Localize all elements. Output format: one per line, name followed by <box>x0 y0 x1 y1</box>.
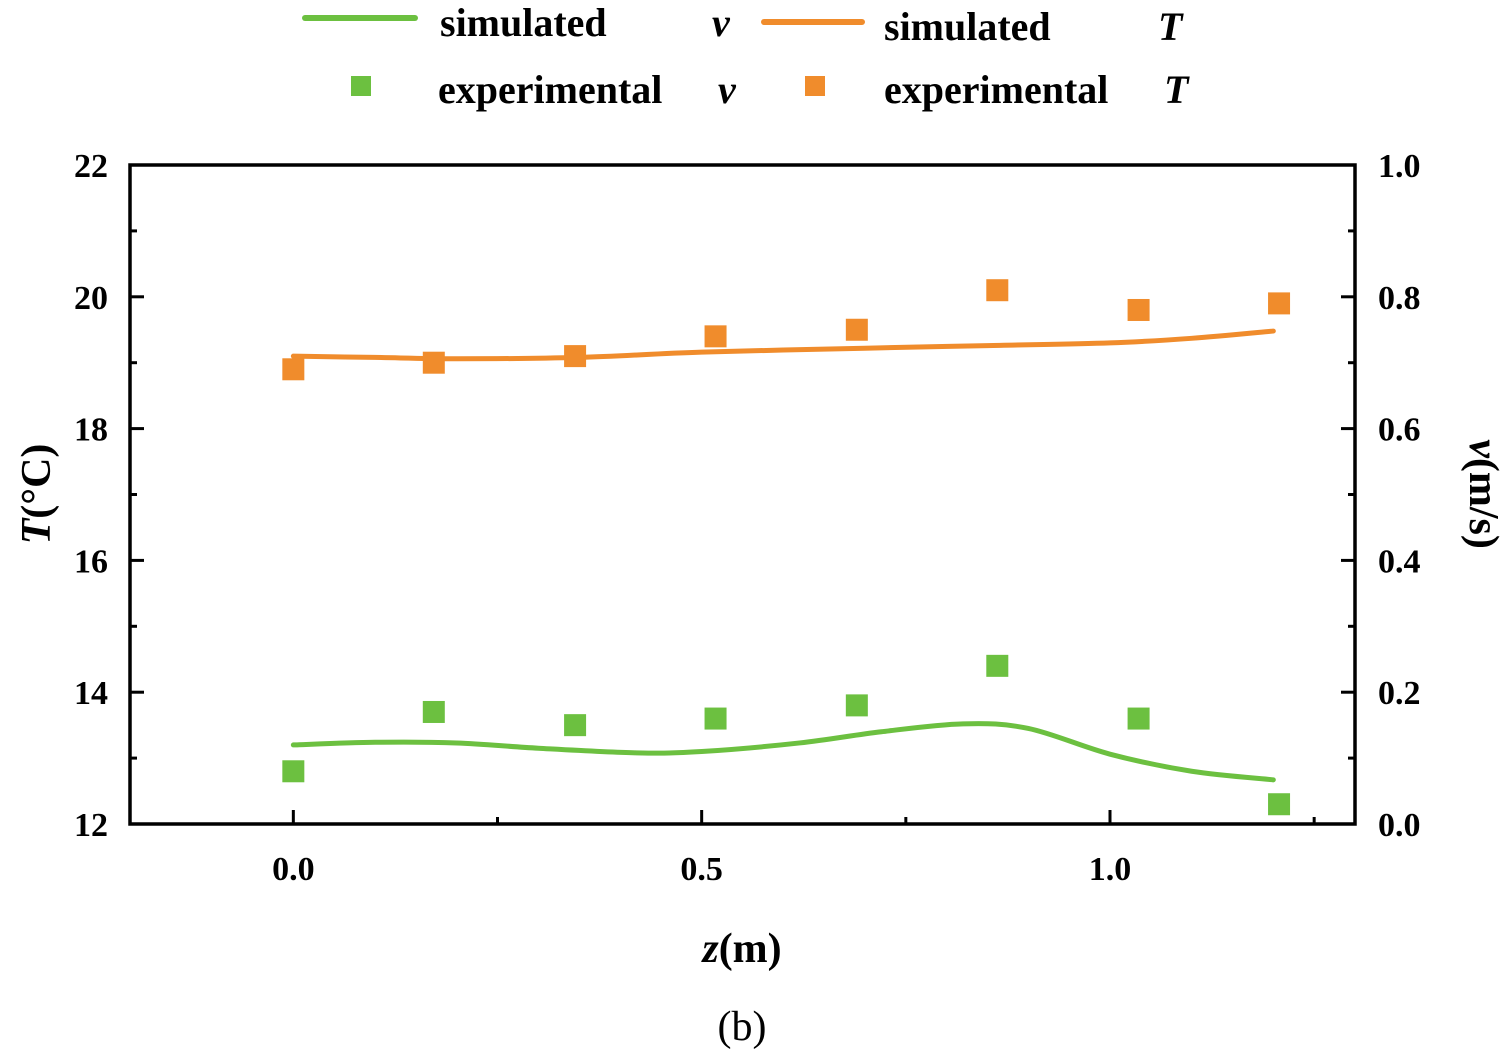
experimental-v-point <box>564 714 587 737</box>
plot-frame <box>128 163 1357 826</box>
legend-exp-t-var: T <box>1164 67 1190 112</box>
ticks <box>130 163 1355 826</box>
y-right-tick-label: 0.4 <box>1378 543 1421 580</box>
legend: simulated v simulated T experimental v e… <box>302 0 1190 112</box>
experimental-t-point <box>845 318 868 341</box>
x-tick-label: 0.0 <box>272 851 315 888</box>
experimental-t-point <box>704 325 727 348</box>
figure-caption: (b) <box>718 1004 767 1050</box>
experimental-t-point <box>986 279 1009 302</box>
legend-exp-v-label: experimental <box>438 67 662 112</box>
x-tick-label: 0.5 <box>680 851 723 888</box>
experimental-t-point <box>564 345 587 368</box>
y-axis-right-title: v(m/s) <box>1460 439 1506 549</box>
experimental-v-point <box>704 707 727 730</box>
y-right-tick-label: 0.0 <box>1378 807 1421 844</box>
experimental-t-point <box>282 358 305 381</box>
experimental-v-point <box>845 694 868 717</box>
y-left-tick-label: 14 <box>74 675 108 712</box>
x-tick-label: 1.0 <box>1089 851 1132 888</box>
y-left-tick-label: 16 <box>74 543 108 580</box>
x-axis-title: z(m) <box>700 926 781 972</box>
y-right-tick-label: 1.0 <box>1378 148 1421 185</box>
experimental-t-point <box>422 351 445 374</box>
simulated-v-line <box>290 721 1276 783</box>
legend-exp-v-swatch <box>351 76 371 96</box>
legend-sim-t-label: simulated <box>884 4 1051 49</box>
y-right-tick-label: 0.6 <box>1378 412 1421 449</box>
experimental-v-point <box>422 700 445 723</box>
y-right-tick-label: 0.2 <box>1378 675 1421 712</box>
tick-labels: 0.0 0.5 1.0 12 14 16 18 20 22 0.0 0.2 0.4 0.6 0.8 1.0 <box>74 148 1421 888</box>
y-left-tick-label: 22 <box>74 148 108 185</box>
legend-exp-t-swatch <box>805 76 825 96</box>
experimental-t-point <box>1127 298 1150 321</box>
y-right-tick-label: 0.8 <box>1378 280 1421 317</box>
legend-sim-v-var: v <box>712 0 731 45</box>
legend-sim-t-var: T <box>1158 4 1184 49</box>
legend-exp-t-label: experimental <box>884 67 1108 112</box>
y-left-tick-label: 18 <box>74 412 108 449</box>
y-left-tick-label: 12 <box>74 807 108 844</box>
series <box>282 279 1291 816</box>
y-axis-left-title: T(°C) <box>14 444 60 545</box>
experimental-v-point <box>1268 793 1291 816</box>
legend-exp-v-var: v <box>718 67 737 112</box>
experimental-t-point <box>1268 292 1291 315</box>
experimental-v-point <box>1127 707 1150 730</box>
experimental-v-point <box>282 760 305 783</box>
legend-sim-v-label: simulated <box>440 0 607 45</box>
experimental-v-point <box>986 654 1009 677</box>
y-left-tick-label: 20 <box>74 280 108 317</box>
